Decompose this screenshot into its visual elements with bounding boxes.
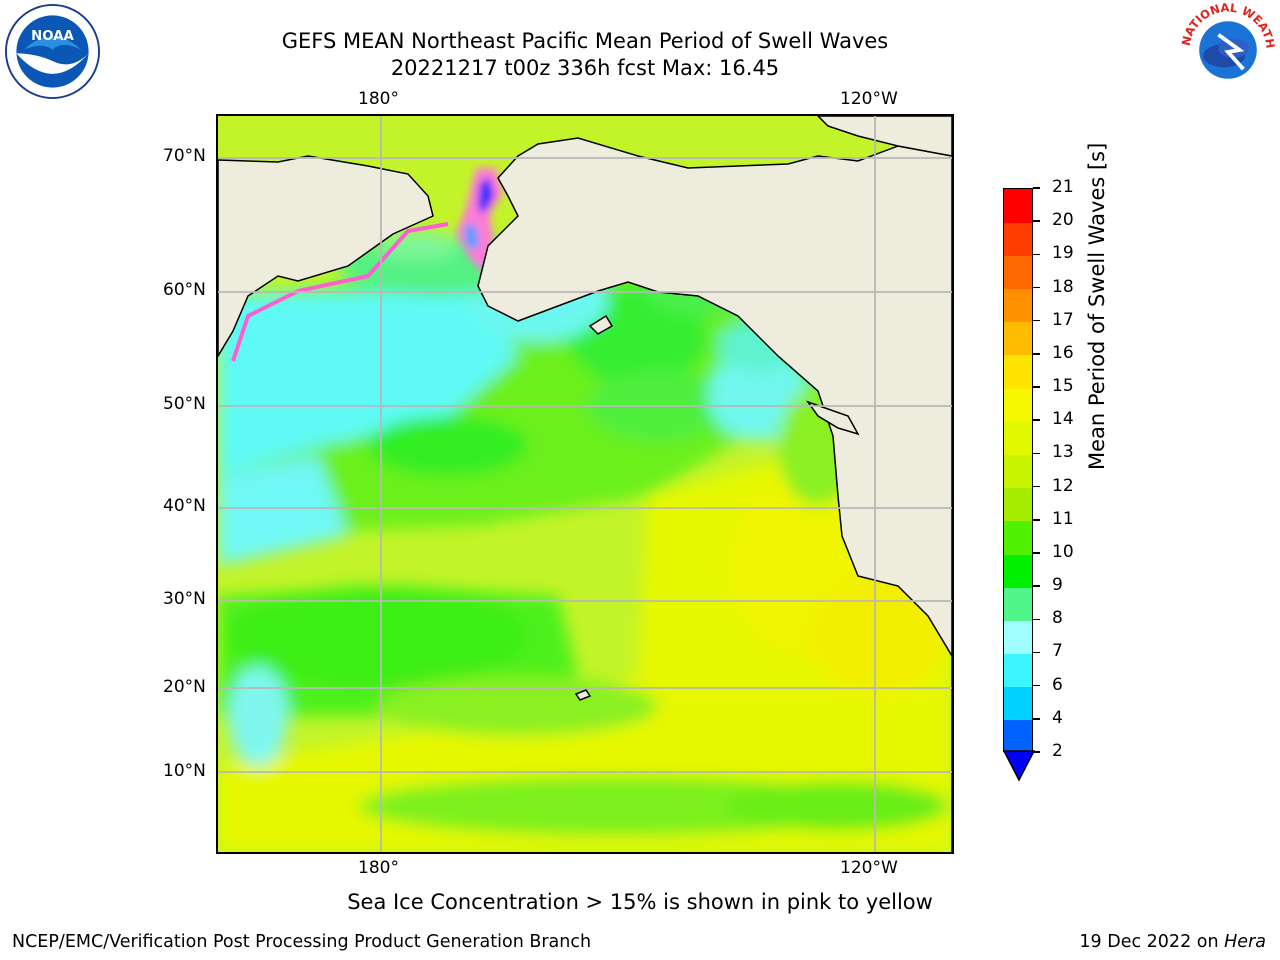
chart-subtitle: 20221217 t00z 336h fcst Max: 16.45 [390,56,780,80]
colorbar-tick-label: 2 [1052,741,1063,761]
colorbar-tick-mark [1033,552,1040,554]
map-panel [216,114,954,854]
colorbar-segment [1004,553,1032,588]
colorbar-tick-label: 12 [1052,475,1074,496]
colorbar-tick-label: 8 [1052,608,1063,629]
footer-date-text: 19 Dec 2022 on [1079,932,1219,952]
colorbar-segment [1004,222,1032,256]
colorbar-tick-mark [1033,353,1040,355]
lon-label-top-180: 180° [358,89,399,109]
colorbar-segment [1004,686,1032,721]
colorbar-tick-mark [1033,718,1040,720]
lat-label-30n: 30°N [163,589,206,609]
colorbar-tick-label: 6 [1052,674,1063,695]
colorbar-tick-mark [1033,220,1040,222]
swell-period-field [218,116,952,852]
colorbar-tick-label: 9 [1052,575,1063,596]
colorbar-tick-label: 14 [1052,409,1074,430]
lat-label-20n: 20°N [163,677,206,697]
colorbar-tick-label: 4 [1052,707,1063,728]
colorbar-segment [1004,487,1032,522]
colorbar [1003,188,1033,752]
colorbar-tick-label: 17 [1052,309,1074,330]
colorbar-tick-mark [1033,751,1040,753]
nws-logo: NATIONAL WEATHER SERVICE [1176,0,1278,98]
colorbar-tick-mark [1033,452,1040,455]
lon-label-bottom-120w: 120°W [840,858,898,878]
lat-label-70n: 70°N [163,146,206,166]
colorbar-tick-mark [1033,651,1040,654]
colorbar-tick-mark [1033,187,1040,189]
colorbar-segment [1004,255,1032,290]
colorbar-segment [1004,288,1032,323]
colorbar-tick-label: 11 [1052,508,1074,529]
colorbar-segment [1004,189,1032,223]
colorbar-segment [1004,454,1032,489]
colorbar-tick-mark [1033,286,1040,289]
colorbar-tick-label: 19 [1052,243,1074,264]
colorbar-tick-mark [1033,485,1040,488]
colorbar-segment [1004,421,1032,455]
colorbar-tick-mark [1033,618,1040,621]
lat-label-50n: 50°N [163,394,206,414]
colorbar-tick-mark [1033,386,1040,388]
lon-label-bottom-180: 180° [358,858,399,878]
lon-label-top-120w: 120°W [840,89,898,109]
lat-label-40n: 40°N [163,496,206,516]
colorbar-segment [1004,354,1032,389]
colorbar-tick-label: 15 [1052,376,1074,397]
colorbar-tick-label: 18 [1052,276,1074,297]
chart-title: GEFS MEAN Northeast Pacific Mean Period … [281,29,889,53]
footer-credit: NCEP/EMC/Verification Post Processing Pr… [12,932,592,952]
colorbar-tick-mark [1033,253,1040,256]
colorbar-extend-triangle [1003,750,1035,782]
lat-label-10n: 10°N [163,761,206,781]
colorbar-tick-mark [1033,585,1040,587]
colorbar-tick-label: 16 [1052,342,1074,363]
colorbar-tick-label: 21 [1052,177,1074,197]
colorbar-segment [1004,321,1032,356]
colorbar-tick-label: 13 [1052,442,1074,463]
colorbar-segment [1004,388,1032,422]
noaa-logo: NOAA [5,4,100,99]
lat-label-60n: 60°N [163,280,206,300]
colorbar-segment [1004,587,1032,621]
colorbar-tick-mark [1033,319,1040,322]
colorbar-tick-mark [1033,419,1040,421]
footer-date: 19 Dec 2022 on Hera [1079,932,1266,952]
colorbar-segment [1004,653,1032,688]
colorbar-tick-label: 7 [1052,641,1063,662]
colorbar-segment [1004,719,1032,751]
colorbar-tick-label: 20 [1052,210,1074,231]
colorbar-segment [1004,520,1032,555]
footer-machine: Hera [1224,932,1266,952]
sea-ice-note: Sea Ice Concentration > 15% is shown in … [347,890,933,914]
colorbar-tick-label: 10 [1052,541,1074,562]
colorbar-segment [1004,620,1032,655]
svg-text:NOAA: NOAA [31,29,74,44]
colorbar-tick-mark [1033,684,1040,687]
colorbar-title: Mean Period of Swell Waves [s] [1085,142,1109,470]
colorbar-tick-mark [1033,519,1040,521]
